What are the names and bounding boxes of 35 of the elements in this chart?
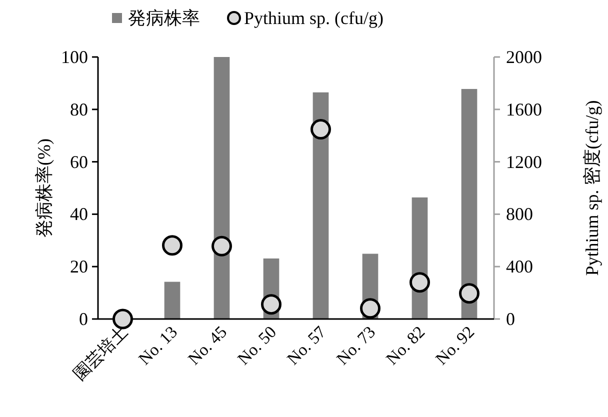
point: [162, 235, 182, 256]
y2-tick-label: 1200: [506, 152, 542, 172]
x-tick-label: No. 57: [283, 322, 330, 369]
x-tick-label: No. 45: [184, 322, 231, 369]
x-tick-label: No. 50: [234, 322, 280, 369]
y-tick-label: 60: [70, 152, 88, 172]
point: [261, 294, 282, 315]
y2-tick-label: 0: [506, 309, 515, 329]
y-tick-label: 80: [70, 99, 88, 120]
y2-tick-label: 1600: [506, 99, 542, 120]
y2-tick-label: 2000: [506, 47, 542, 67]
y2-axis-title: Pythium sp. 密度(cfu/g): [582, 100, 602, 276]
x-tick-label: No. 82: [382, 322, 429, 369]
bar: [214, 57, 230, 319]
point: [310, 119, 331, 140]
legend-label: Pythium sp. (cfu/g): [244, 8, 384, 28]
y-tick-label: 0: [79, 309, 88, 329]
point: [112, 308, 133, 330]
x-tick-label: No. 92: [432, 322, 478, 369]
y-axis-title: 発病株率(%): [34, 138, 54, 238]
point: [212, 236, 232, 256]
bar: [461, 88, 478, 319]
y-tick-label: 20: [70, 256, 88, 277]
y2-tick-label: 400: [506, 256, 533, 277]
y-tick-label: 100: [61, 47, 88, 67]
legend-label: 発病株率: [128, 8, 200, 28]
point: [410, 272, 430, 293]
bar: [164, 282, 180, 319]
x-tick-label: No. 13: [134, 322, 182, 369]
bar: [312, 92, 329, 319]
y2-tick-label: 800: [506, 204, 533, 224]
point: [360, 298, 380, 319]
x-tick-label: No. 73: [332, 322, 380, 369]
y-tick-label: 40: [70, 204, 88, 224]
point: [459, 283, 480, 304]
